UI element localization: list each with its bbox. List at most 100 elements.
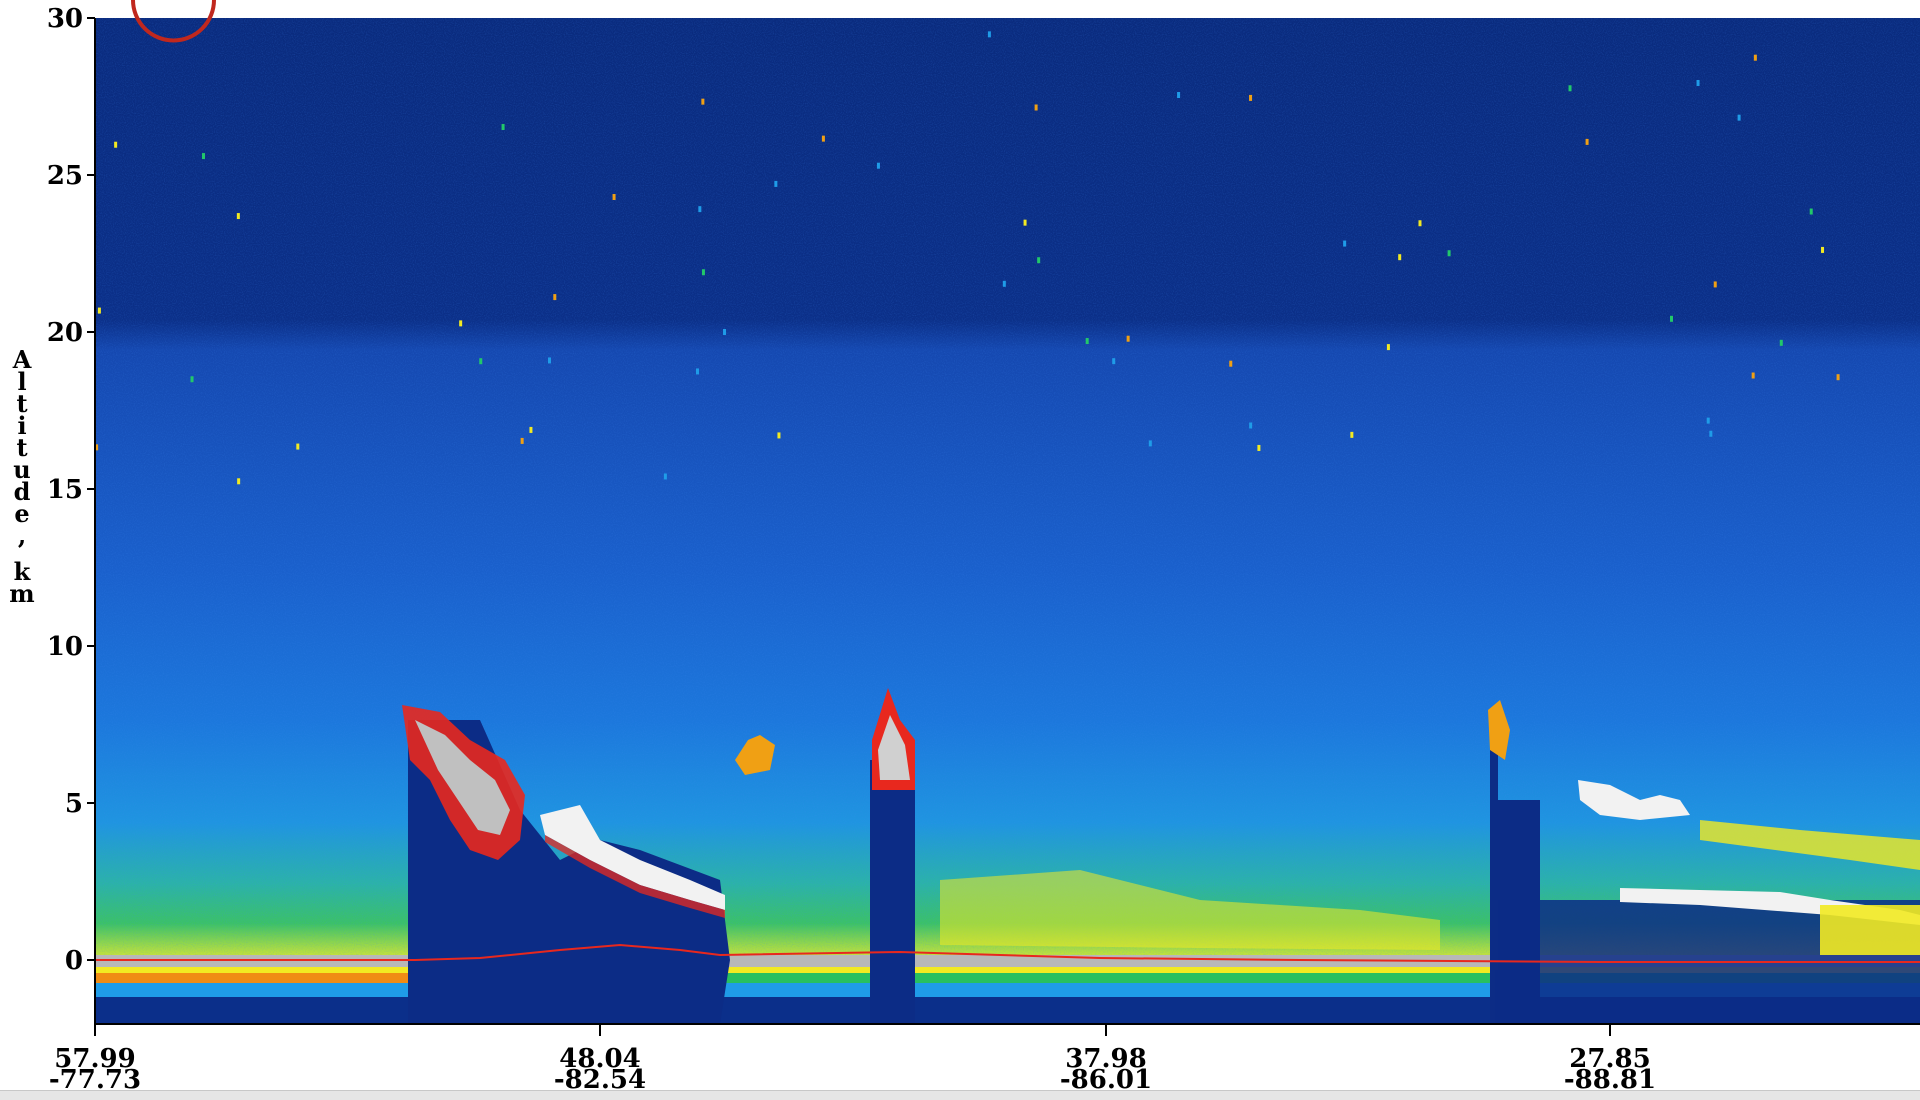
y-axis-ticks: 0 5 10 15 20 25 30 <box>47 4 95 976</box>
y-axis-label-char: e <box>14 499 29 528</box>
noise-speckle <box>1037 257 1041 264</box>
y-tick-label: 30 <box>47 4 83 34</box>
y-axis-label-char: u <box>13 455 30 484</box>
noise-speckle <box>1753 54 1757 61</box>
noise-speckle <box>95 444 99 451</box>
noise-speckle <box>1568 85 1572 92</box>
noise-speckle <box>774 180 778 187</box>
y-axis-label-char: m <box>9 579 34 608</box>
y-axis-label-char: d <box>14 477 31 506</box>
surface-elevation-line <box>95 943 1920 963</box>
noise-speckle <box>190 376 194 383</box>
noise-speckle <box>296 443 300 450</box>
y-tick-label: 0 <box>65 946 83 976</box>
noise-speckle <box>1836 374 1840 381</box>
y-tick-label: 15 <box>47 475 83 505</box>
aerosol-patch-mid <box>940 870 1440 950</box>
noise-speckle <box>1709 430 1713 437</box>
x-tick-label-lat: 37.98 <box>1065 1044 1146 1074</box>
y-tick-label: 25 <box>47 161 83 191</box>
aerosol-low-south <box>1820 905 1920 955</box>
noise-speckle <box>97 307 101 314</box>
noise-speckle <box>114 141 118 148</box>
noise-speckle <box>547 357 551 364</box>
noise-speckle <box>1249 94 1253 101</box>
y-axis-label-char: l <box>17 367 26 396</box>
small-cloud-1 <box>735 735 775 775</box>
noise-speckle <box>1177 92 1181 99</box>
noise-speckle <box>1809 208 1813 215</box>
noise-speckle <box>459 320 463 327</box>
noise-speckle <box>1386 344 1390 351</box>
noise-speckle <box>1034 104 1038 111</box>
y-axis-label-char: i <box>17 411 26 440</box>
y-axis-label-char: t <box>16 389 27 418</box>
noise-speckle <box>520 437 524 444</box>
y-tick-label: 20 <box>47 318 83 348</box>
surface-band-orange <box>95 973 415 983</box>
y-axis-label-char: t <box>16 433 27 462</box>
cloud-deck-south <box>1578 780 1690 820</box>
y-axis-label-char: k <box>14 557 32 586</box>
plot-area <box>95 31 1920 1024</box>
noise-speckle <box>1669 315 1673 322</box>
noise-speckle <box>698 206 702 213</box>
noise-speckle <box>695 368 699 375</box>
noise-speckle <box>1249 422 1253 429</box>
cloud-shadow-2 <box>870 760 915 1024</box>
noise-speckle <box>1229 360 1233 367</box>
noise-speckle <box>777 432 781 439</box>
noise-speckle <box>1148 440 1152 447</box>
y-tick-label: 10 <box>47 632 83 662</box>
x-axis-ticks: 57.99-77.73 48.04-82.54 37.98-86.01 27.85-8… <box>49 1024 1656 1095</box>
noise-speckle <box>1350 431 1354 438</box>
noise-speckle <box>1112 358 1116 365</box>
plot-noise-texture <box>95 18 1920 1024</box>
aerosol-layer-south <box>1700 820 1920 870</box>
noise-speckle <box>1257 444 1261 451</box>
noise-speckle <box>987 31 991 38</box>
x-tick-label-lat: 27.85 <box>1569 1044 1650 1074</box>
noise-speckle <box>1126 335 1130 342</box>
cloud-deck-mid <box>540 805 725 910</box>
small-cloud-2 <box>1488 700 1510 760</box>
noise-speckle <box>1002 280 1006 287</box>
surface-band-green <box>415 973 1920 983</box>
x-tick-label-lat: 57.99 <box>54 1044 135 1074</box>
noise-speckle <box>479 358 483 365</box>
noise-speckle <box>1585 138 1589 145</box>
noise-speckle <box>553 294 557 301</box>
x-tick-label-lon: -82.54 <box>554 1065 646 1090</box>
noise-speckle <box>237 478 241 485</box>
convective-tower-core <box>878 715 910 780</box>
noise-speckle <box>236 213 240 220</box>
noise-speckle <box>501 124 505 131</box>
noise-speckle <box>612 194 616 201</box>
noise-speckle <box>1398 254 1402 261</box>
window-bottom-strip <box>0 1090 1920 1100</box>
noise-speckle <box>1447 250 1451 257</box>
noise-speckle <box>1713 281 1717 288</box>
y-axis-label-char: A <box>12 345 32 374</box>
y-tick-label: 5 <box>65 789 83 819</box>
x-tick-label-lat: 48.04 <box>559 1044 640 1074</box>
surface-band-yellow <box>95 967 1920 973</box>
noise-speckle <box>1737 114 1741 121</box>
noise-speckle <box>701 98 705 105</box>
thin-column-1 <box>1490 740 1498 970</box>
noise-speckle <box>1706 417 1710 424</box>
noise-speckle <box>701 269 705 276</box>
y-axis-label-char: , <box>18 521 26 550</box>
cloud-system-north-core <box>415 720 510 835</box>
noise-speckle <box>663 473 667 480</box>
noise-speckle <box>1779 339 1783 346</box>
noise-speckle <box>821 135 825 142</box>
x-tick-label-lon: -88.81 <box>1564 1065 1656 1090</box>
noise-speckle <box>529 426 533 433</box>
x-tick-label-lon: -86.01 <box>1060 1065 1152 1090</box>
red-circle-marker <box>131 0 216 43</box>
cloud-deck-mid-edge <box>545 835 725 918</box>
noise-speckle <box>1343 240 1347 247</box>
